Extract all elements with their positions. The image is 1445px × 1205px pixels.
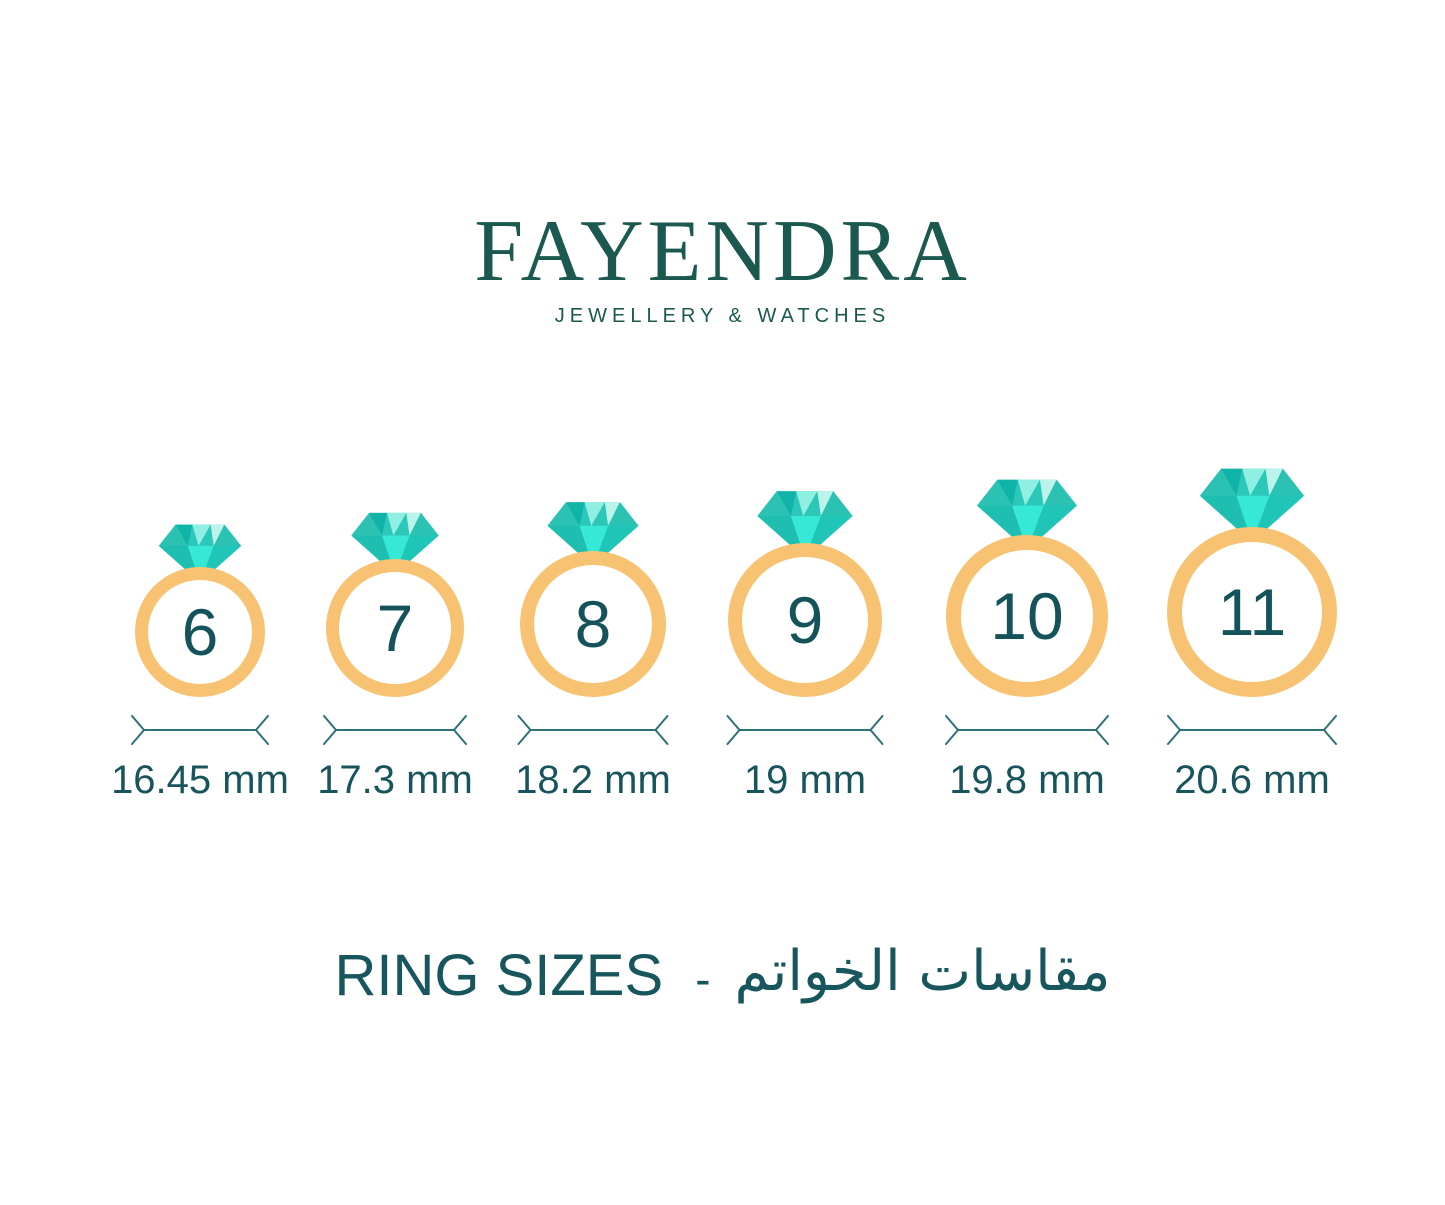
dimension-arrows-icon [517,715,669,745]
chart-caption: RING SIZES - مقاسات الخواتم [0,938,1445,1008]
ring-size-number: 11 [1217,575,1287,649]
ring-size-number: 6 [181,595,219,669]
dimension-arrows-icon [945,715,1109,745]
brand-tagline: JEWELLERY & WATCHES [554,305,891,327]
brand-logo: FAYENDRA JEWELLERY & WATCHES [0,203,1445,327]
dimension-arrows-icon [323,715,467,745]
ring-diameter-label: 19 mm [743,758,867,802]
ring-item-size-8: 8 18.2 mm [493,0,693,812]
ring-band-icon: 10 [946,535,1108,697]
ring-item-size-9: 9 19 mm [705,0,905,812]
ring-band-icon: 9 [728,543,882,697]
ring-size-number: 8 [574,587,612,661]
ring-band-icon: 8 [520,551,666,697]
dimension-arrows-icon [131,715,269,745]
ring-item-size-7: 7 17.3 mm [295,0,495,812]
ring-size-number: 7 [376,591,414,665]
caption-separator: - [695,953,711,1005]
ring-diameter-label: 18.2 mm [515,758,671,802]
ring-diameter-label: 17.3 mm [317,758,473,802]
ring-diameter-label: 16.45 mm [111,758,289,802]
ring-size-number: 9 [786,583,824,657]
ring-item-size-6: 6 16.45 mm [100,0,300,812]
dimension-arrows-icon [1167,715,1337,745]
ring-size-number: 10 [990,579,1064,653]
brand-name: FAYENDRA [474,203,971,300]
ring-diameter-label: 19.8 mm [949,758,1105,802]
caption-arabic: مقاسات الخواتم [734,939,1111,1004]
caption-english: RING SIZES [334,943,664,1008]
ring-diameter-label: 20.6 mm [1174,758,1330,802]
dimension-arrows-icon [726,715,884,745]
ring-item-size-11: 11 20.6 mm [1152,0,1352,812]
ring-band-icon: 6 [135,567,265,697]
ring-band-icon: 11 [1167,527,1337,697]
ring-item-size-10: 10 19.8 mm [927,0,1127,812]
ring-band-icon: 7 [326,559,464,697]
